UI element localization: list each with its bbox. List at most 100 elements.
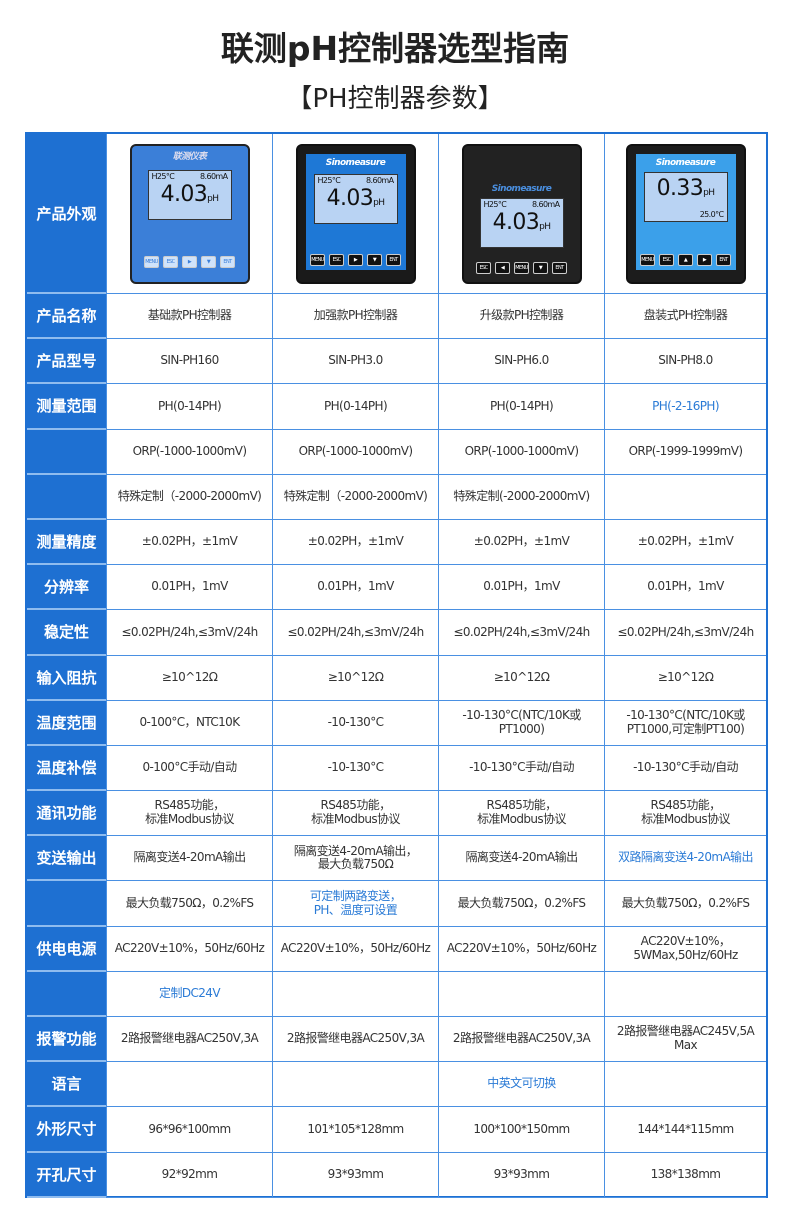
brand-label: Sinomeasure bbox=[325, 157, 386, 168]
product-image-cell: Sinomeasure H25°C 8.60mA 4.03pH MENU ESC ▶ ▼ ENT bbox=[272, 134, 438, 294]
ph-value: 4.03 bbox=[160, 181, 208, 207]
spec-cell: 100*100*150mm bbox=[438, 1107, 604, 1153]
spec-cell: 0-100°C手动/自动 bbox=[106, 745, 272, 792]
spec-cell bbox=[272, 971, 438, 1017]
row-label: 分辨率 bbox=[27, 565, 106, 611]
spec-cell bbox=[272, 1062, 438, 1108]
row-label bbox=[27, 971, 106, 1017]
spec-cell: ±0.02PH，±1mV bbox=[604, 519, 766, 566]
spec-cell: PH(-2-16PH) bbox=[604, 384, 766, 430]
product-image-cell: 联测仪表 H25°C 8.60mA 4.03pH MENU ESC ▶ ▼ ENT bbox=[106, 134, 272, 294]
spec-cell: 特殊定制（-2000-2000mV) bbox=[106, 474, 272, 520]
spec-cell: -10-130°C bbox=[272, 700, 438, 746]
temp-reading: 25.0°C bbox=[699, 209, 724, 219]
device-button: ◀ bbox=[495, 261, 510, 274]
spec-cell: -10-130°C(NTC/10K或 PT1000,可定制PT100) bbox=[604, 700, 766, 746]
row-label: 报警功能 bbox=[27, 1017, 106, 1063]
ph-controller-image: 联测仪表 H25°C 8.60mA 4.03pH MENU ESC ▶ ▼ ENT bbox=[129, 143, 250, 284]
temp-reading: H25°C bbox=[483, 199, 507, 209]
spec-cell: PH(0-14PH) bbox=[438, 384, 604, 430]
row-label: 测量范围 bbox=[27, 384, 106, 430]
spec-cell: ≥10^12Ω bbox=[272, 655, 438, 701]
device-button: ▼ bbox=[533, 261, 548, 274]
ph-unit: pH bbox=[703, 187, 715, 198]
row-label: 温度补偿 bbox=[27, 745, 106, 792]
spec-cell: 92*92mm bbox=[106, 1152, 272, 1198]
brand-label: Sinomeasure bbox=[491, 183, 552, 194]
ph-controller-image: Sinomeasure H25°C 8.60mA 4.03pH ESC ◀ MENU ▼ ENT bbox=[461, 143, 582, 284]
spec-cell: RS485功能， 标准Modbus协议 bbox=[604, 791, 766, 837]
spec-cell: 0.01PH，1mV bbox=[106, 565, 272, 611]
device-button: ▶ bbox=[182, 255, 197, 268]
ph-value: 0.33 bbox=[656, 175, 704, 201]
spec-cell: 双路隔离变送4-20mA输出 bbox=[604, 836, 766, 882]
spec-cell: -10-130°C手动/自动 bbox=[604, 745, 766, 792]
lcd-screen: 0.33pH 25.0°C bbox=[643, 171, 728, 222]
spec-cell: 中英文可切换 bbox=[438, 1062, 604, 1108]
spec-cell: 0.01PH，1mV bbox=[272, 565, 438, 611]
device-button: ▲ bbox=[678, 253, 693, 266]
spec-cell: 138*138mm bbox=[604, 1152, 766, 1198]
device-button: MENU bbox=[310, 253, 325, 266]
ph-controller-image: Sinomeasure H25°C 8.60mA 4.03pH MENU ESC ▶ ▼ ENT bbox=[295, 143, 416, 284]
spec-cell: 隔离变送4-20mA输出， 最大负载750Ω bbox=[272, 836, 438, 882]
spec-cell: -10-130°C bbox=[272, 745, 438, 792]
spec-cell: 101*105*128mm bbox=[272, 1107, 438, 1153]
current-reading: 8.60mA bbox=[532, 199, 560, 209]
row-label: 稳定性 bbox=[27, 610, 106, 656]
spec-cell: 2路报警继电器AC250V,3A bbox=[106, 1017, 272, 1063]
spec-cell bbox=[106, 1062, 272, 1108]
spec-cell: 特殊定制(-2000-2000mV) bbox=[438, 474, 604, 520]
lcd-screen: H25°C 8.60mA 4.03pH bbox=[313, 173, 398, 224]
spec-cell: 隔离变送4-20mA输出 bbox=[438, 836, 604, 882]
row-label: 测量精度 bbox=[27, 519, 106, 566]
spec-cell: SIN-PH3.0 bbox=[272, 339, 438, 385]
spec-cell: 最大负载750Ω，0.2%FS bbox=[106, 881, 272, 927]
device-button: ESC bbox=[659, 253, 674, 266]
spec-cell: 最大负载750Ω，0.2%FS bbox=[438, 881, 604, 927]
device-button-row: ESC ◀ MENU ▼ ENT bbox=[464, 261, 580, 274]
spec-cell: SIN-PH160 bbox=[106, 339, 272, 385]
spec-cell: 升级款PH控制器 bbox=[438, 294, 604, 340]
spec-cell: ≤0.02PH/24h,≤3mV/24h bbox=[438, 610, 604, 656]
device-button: ENT bbox=[716, 253, 731, 266]
temp-reading: H25°C bbox=[151, 171, 175, 181]
spec-cell: 0.01PH，1mV bbox=[604, 565, 766, 611]
spec-cell bbox=[604, 474, 766, 520]
brand-label: 联测仪表 bbox=[172, 151, 207, 162]
device-button: MENU bbox=[144, 255, 159, 268]
spec-cell: ORP(-1000-1000mV) bbox=[106, 429, 272, 475]
spec-cell: 定制DC24V bbox=[106, 971, 272, 1017]
spec-cell: AC220V±10%，50Hz/60Hz bbox=[272, 926, 438, 972]
row-label: 开孔尺寸 bbox=[27, 1152, 106, 1198]
spec-cell: ≥10^12Ω bbox=[106, 655, 272, 701]
ph-value: 4.03 bbox=[492, 209, 540, 235]
device-button: MENU bbox=[514, 261, 529, 274]
spec-cell: AC220V±10%，50Hz/60Hz bbox=[106, 926, 272, 972]
spec-cell bbox=[604, 1062, 766, 1108]
spec-cell: 93*93mm bbox=[438, 1152, 604, 1198]
device-button-row: MENU ESC ▶ ▼ ENT bbox=[298, 253, 414, 266]
device-button: ESC bbox=[329, 253, 344, 266]
spec-cell: 最大负载750Ω，0.2%FS bbox=[604, 881, 766, 927]
device-button: ▶ bbox=[348, 253, 363, 266]
spec-cell: ORP(-1000-1000mV) bbox=[272, 429, 438, 475]
spec-cell: 基础款PH控制器 bbox=[106, 294, 272, 340]
spec-cell: AC220V±10%，50Hz/60Hz bbox=[438, 926, 604, 972]
device-button-row: MENU ESC ▶ ▼ ENT bbox=[132, 255, 248, 268]
spec-cell: SIN-PH8.0 bbox=[604, 339, 766, 385]
spec-cell bbox=[604, 971, 766, 1017]
spec-cell: 特殊定制（-2000-2000mV) bbox=[272, 474, 438, 520]
row-label: 外形尺寸 bbox=[27, 1107, 106, 1153]
spec-cell: 2路报警继电器AC250V,3A bbox=[272, 1017, 438, 1063]
spec-table: 产品外观 联测仪表 H25°C 8.60mA 4.03pH MENU ESC ▶ ▼ ENT Si… bbox=[25, 132, 768, 1198]
device-button: ESC bbox=[163, 255, 178, 268]
device-button-row: MENU ESC ▲ ▶ ENT bbox=[628, 253, 744, 266]
device-button: ▼ bbox=[201, 255, 216, 268]
spec-cell: PH(0-14PH) bbox=[106, 384, 272, 430]
device-button: ENT bbox=[386, 253, 401, 266]
page-subtitle: 【PH控制器参数】 bbox=[286, 84, 504, 114]
row-label bbox=[27, 474, 106, 520]
spec-cell: -10-130°C(NTC/10K或PT1000) bbox=[438, 700, 604, 746]
spec-cell: 2路报警继电器AC250V,3A bbox=[438, 1017, 604, 1063]
